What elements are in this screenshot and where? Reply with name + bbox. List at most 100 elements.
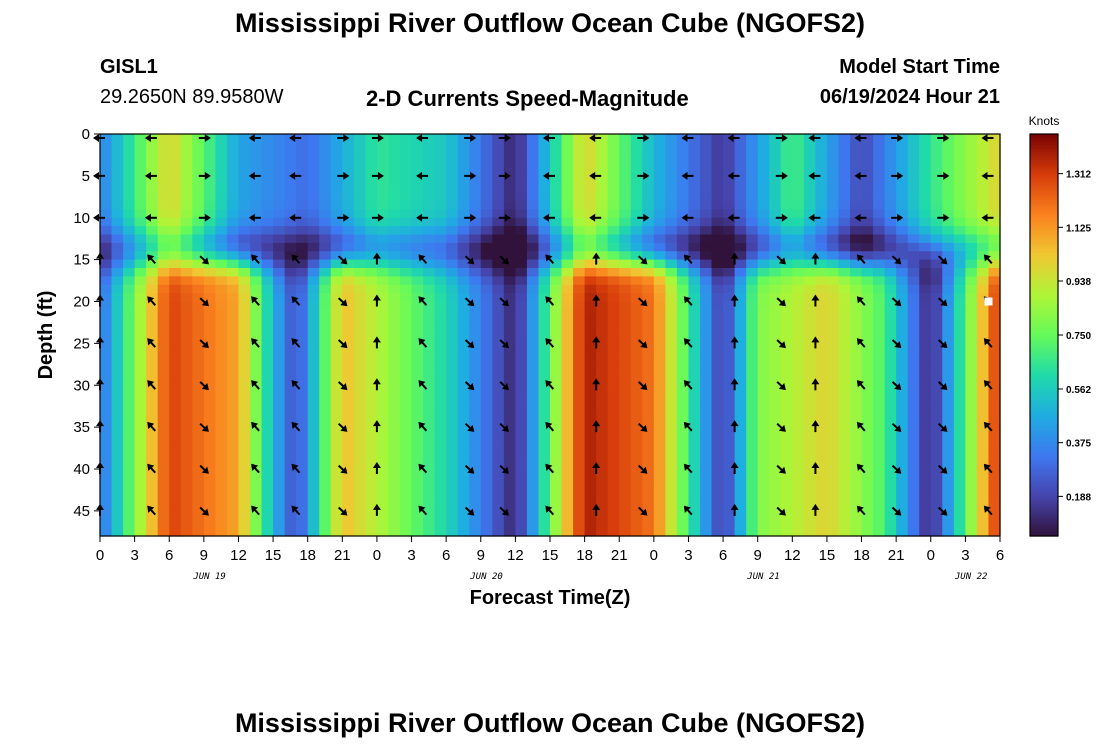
heatmap-cell <box>111 519 124 529</box>
heatmap-cell <box>503 268 516 277</box>
heatmap-cell <box>330 234 343 244</box>
heatmap-cell <box>388 527 401 537</box>
heatmap-cell <box>607 217 620 227</box>
heatmap-cell <box>226 276 240 286</box>
heatmap-cell <box>769 242 782 252</box>
heatmap-cell <box>353 510 366 520</box>
heatmap-cell <box>700 469 713 478</box>
heatmap-cell <box>434 217 447 227</box>
heatmap-cell <box>803 368 816 378</box>
heatmap-cell <box>757 318 770 328</box>
heatmap-cell <box>400 201 413 210</box>
heatmap-cell <box>169 134 182 143</box>
heatmap-cell <box>884 326 897 336</box>
heatmap-cell <box>815 368 828 378</box>
heatmap-cell <box>365 385 378 395</box>
heatmap-cell <box>907 494 920 504</box>
heatmap-cell <box>423 427 436 437</box>
heatmap-cell <box>561 259 574 269</box>
heatmap-cell <box>342 226 355 236</box>
heatmap-cell <box>665 150 678 160</box>
heatmap-cell <box>457 293 470 303</box>
heatmap-cell <box>423 343 436 353</box>
heatmap-cell <box>711 234 724 244</box>
heatmap-cell <box>423 485 436 495</box>
heatmap-cell <box>596 418 609 428</box>
heatmap-cell <box>642 175 655 185</box>
heatmap-cell <box>653 142 666 152</box>
heatmap-cell <box>953 175 966 185</box>
current-arrow <box>499 297 509 307</box>
colorbar-step <box>1030 407 1058 411</box>
heatmap-cell <box>988 226 1001 236</box>
heatmap-cell <box>607 175 620 185</box>
heatmap-cell <box>365 259 378 269</box>
heatmap-cell <box>226 410 240 420</box>
heatmap-cell <box>342 318 355 328</box>
heatmap-cell <box>273 159 286 169</box>
heatmap-cell <box>873 226 886 236</box>
heatmap-cell <box>653 293 666 303</box>
heatmap-cell <box>284 510 297 520</box>
heatmap-cell <box>296 192 309 202</box>
heatmap-cell <box>676 343 690 353</box>
heatmap-cell <box>942 184 955 194</box>
heatmap-cell <box>919 142 932 152</box>
heatmap-cell <box>423 527 436 537</box>
heatmap-cell <box>630 268 643 277</box>
heatmap-cell <box>526 494 540 504</box>
heatmap-cell <box>215 443 228 453</box>
heatmap-cell <box>665 494 678 504</box>
heatmap-cell <box>930 167 943 177</box>
current-arrow <box>199 255 209 265</box>
heatmap-cell <box>803 150 816 160</box>
heatmap-cell <box>769 226 782 236</box>
heatmap-cell <box>953 485 966 495</box>
heatmap-cell <box>353 209 366 219</box>
heatmap-cell <box>596 402 609 411</box>
heatmap-cell <box>630 159 643 169</box>
heatmap-cell <box>942 293 955 303</box>
heatmap-cell <box>157 309 170 319</box>
heatmap-cell <box>665 410 678 420</box>
heatmap-cell <box>492 284 505 294</box>
current-arrow <box>464 213 477 222</box>
heatmap-cell <box>976 326 990 336</box>
heatmap-cell <box>169 150 182 160</box>
heatmap-cell <box>169 469 182 478</box>
heatmap-cell <box>850 452 863 462</box>
heatmap-cell <box>896 469 909 478</box>
heatmap-cell <box>976 167 990 177</box>
colorbar-step <box>1030 500 1058 504</box>
heatmap-cell <box>376 443 390 453</box>
heatmap-cell <box>238 192 251 202</box>
heatmap-cell <box>907 435 920 445</box>
heatmap-cell <box>688 167 701 177</box>
heatmap-cell <box>376 268 390 277</box>
heatmap-cell <box>930 402 943 411</box>
current-arrow <box>464 134 477 142</box>
heatmap-cell <box>711 301 724 311</box>
current-arrow <box>775 171 788 180</box>
heatmap-cell <box>665 326 678 336</box>
heatmap-cell <box>826 184 840 194</box>
heatmap-cell <box>226 443 240 453</box>
heatmap-cell <box>907 192 920 202</box>
heatmap-cell <box>780 443 793 453</box>
heatmap-cell <box>884 427 897 437</box>
heatmap-cell <box>203 326 216 336</box>
heatmap-cell <box>665 259 678 269</box>
heatmap-cell <box>769 443 782 453</box>
colorbar-step <box>1030 427 1058 432</box>
heatmap-cell <box>457 201 470 210</box>
heatmap-cell <box>711 134 724 143</box>
heatmap-cell <box>850 402 863 411</box>
heatmap-cell <box>803 276 816 286</box>
heatmap-cell <box>630 301 643 311</box>
heatmap-cell <box>480 443 493 453</box>
heatmap-cell <box>238 435 251 445</box>
heatmap-cell <box>746 217 759 227</box>
heatmap-cell <box>192 326 205 336</box>
heatmap-cell <box>676 368 690 378</box>
heatmap-cell <box>296 242 309 252</box>
